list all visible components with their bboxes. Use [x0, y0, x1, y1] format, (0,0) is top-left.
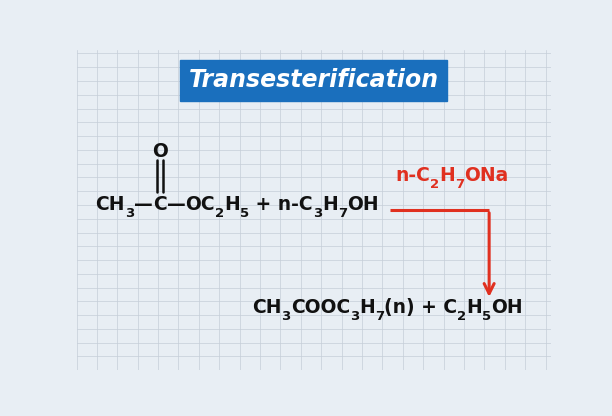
- Text: H: H: [224, 195, 240, 214]
- Text: C: C: [153, 195, 166, 214]
- Text: 5: 5: [240, 207, 249, 220]
- Text: COOC: COOC: [291, 297, 350, 317]
- Text: —: —: [134, 195, 153, 214]
- Text: n-C: n-C: [395, 166, 430, 185]
- Text: CH: CH: [252, 297, 282, 317]
- Text: 3: 3: [350, 310, 359, 323]
- Text: 7: 7: [455, 178, 464, 191]
- Text: O: O: [152, 142, 168, 161]
- Text: OH: OH: [491, 297, 523, 317]
- Text: —: —: [166, 195, 185, 214]
- Text: H: H: [359, 297, 375, 317]
- Text: CH: CH: [95, 195, 125, 214]
- Text: OH: OH: [347, 195, 378, 214]
- Text: (n) + C: (n) + C: [384, 297, 457, 317]
- Text: H: H: [466, 297, 482, 317]
- Text: Transesterification: Transesterification: [188, 68, 439, 92]
- Text: 3: 3: [125, 207, 134, 220]
- Text: OC: OC: [185, 195, 215, 214]
- Text: 7: 7: [338, 207, 347, 220]
- Text: H: H: [439, 166, 455, 185]
- Text: 5: 5: [482, 310, 491, 323]
- Text: 7: 7: [375, 310, 384, 323]
- Text: 2: 2: [430, 178, 439, 191]
- Text: ONa: ONa: [464, 166, 508, 185]
- Text: 2: 2: [457, 310, 466, 323]
- Text: + n-C: + n-C: [249, 195, 313, 214]
- Text: H: H: [322, 195, 338, 214]
- Text: 3: 3: [313, 207, 322, 220]
- Text: 2: 2: [215, 207, 224, 220]
- Text: 3: 3: [282, 310, 291, 323]
